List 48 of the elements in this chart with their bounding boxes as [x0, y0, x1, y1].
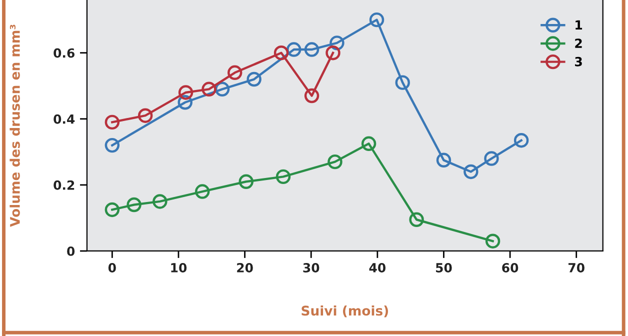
legend-label: 1 [576, 20, 582, 30]
point [178, 85, 194, 100]
point [274, 45, 289, 60]
y-tick-label: 0 [67, 246, 75, 256]
point [104, 202, 120, 218]
x-tick-label: 40 [369, 263, 386, 272]
x-tick-label: 30 [303, 263, 320, 272]
point [104, 138, 120, 153]
x-tick-label: 60 [502, 263, 518, 272]
point [485, 234, 500, 248]
y-tick-label: 0.6 [54, 48, 74, 58]
point [246, 72, 262, 87]
x-tick-label: 20 [237, 263, 253, 272]
point [304, 42, 320, 57]
point [126, 197, 142, 212]
point [369, 12, 384, 28]
point [326, 45, 340, 60]
x-tick-label: 10 [171, 263, 187, 272]
point [436, 152, 452, 168]
legend-label: 3 [575, 56, 582, 66]
point [238, 174, 254, 189]
x-axis-title: Suivi (mois) [302, 305, 388, 318]
point [395, 75, 410, 90]
point [195, 184, 210, 199]
x-tick-label: 0 [108, 263, 116, 272]
point [409, 212, 424, 227]
point [330, 36, 344, 50]
point [104, 114, 120, 130]
legend-label: 2 [575, 38, 582, 48]
point [304, 88, 320, 104]
point [276, 169, 291, 184]
y-tick-label: 0.2 [54, 180, 74, 190]
point [138, 108, 153, 123]
point [328, 154, 342, 170]
x-tick-label: 70 [568, 263, 584, 272]
point [202, 82, 216, 97]
y-tick-label: 0.4 [54, 114, 75, 124]
point [286, 42, 302, 57]
point [214, 82, 230, 97]
y-axis-title: Volume des drusen en mm³ [10, 24, 20, 227]
x-tick-label: 50 [436, 263, 452, 272]
point [152, 194, 168, 209]
point [484, 151, 499, 166]
point [361, 136, 376, 152]
point [178, 95, 192, 110]
point [227, 65, 242, 80]
point [464, 164, 478, 180]
point [514, 132, 529, 148]
